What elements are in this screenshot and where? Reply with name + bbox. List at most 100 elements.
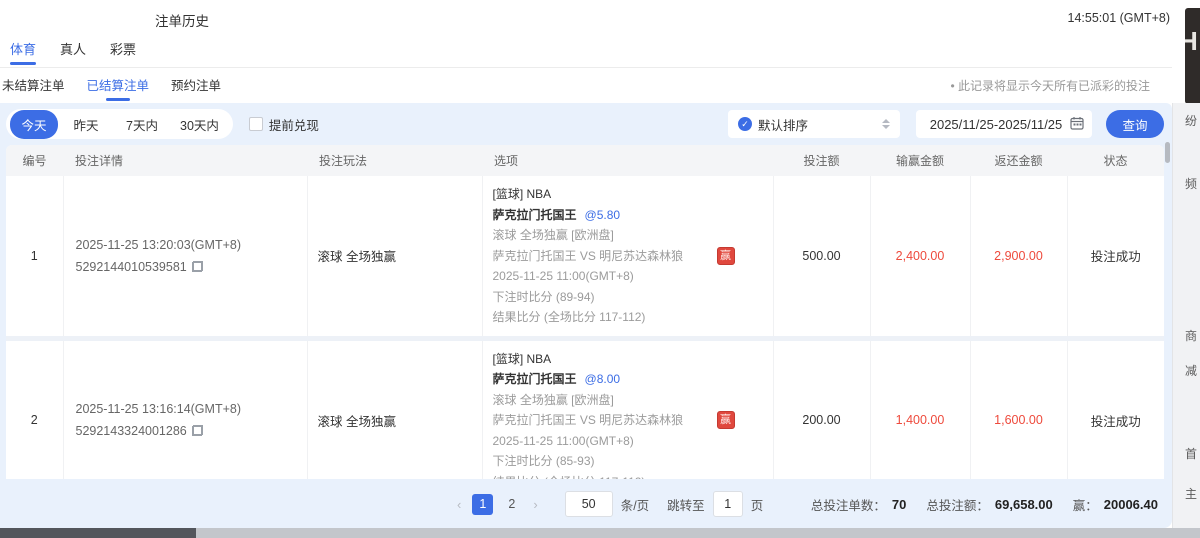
background-menu-text: 商	[1185, 329, 1198, 343]
background-page-strip: H 纷 频 商 减 首 主	[1172, 0, 1200, 538]
sort-select[interactable]: ✓ 默认排序	[728, 110, 900, 138]
col-header-option: 选项	[482, 145, 773, 176]
background-menu-text: 首	[1185, 447, 1198, 461]
table-row: 2 2025-11-25 13:16:14(GMT+8) 52921433240…	[6, 340, 1164, 479]
league-line: [篮球] NBA	[492, 351, 552, 366]
early-cashout-checkbox[interactable]	[248, 117, 263, 131]
vertical-scrollbar-thumb[interactable]	[1165, 142, 1170, 163]
total-win-label: 赢：	[1072, 498, 1098, 513]
filter-yesterday-button[interactable]: 昨天	[73, 118, 99, 133]
filter-30days-button[interactable]: 30天内	[180, 118, 219, 133]
date-range-value: 2025/11/25-2025/11/25	[929, 116, 1063, 132]
early-cashout-checkbox-wrap[interactable]: 提前兑现	[248, 115, 319, 134]
status-text: 投注成功	[1090, 414, 1141, 429]
tab-unsettled-orders[interactable]: 未结算注单	[2, 79, 65, 93]
final-score-line: 结果比分 (全场比分 117-112)	[492, 310, 646, 324]
page-unit-label: 页	[750, 498, 764, 513]
bet-time: 2025-11-25 13:16:14(GMT+8)	[75, 402, 242, 417]
tab-lottery[interactable]: 彩票	[110, 42, 137, 57]
background-menu-text: 纷	[1185, 114, 1198, 128]
date-quick-filters: 今天 昨天 7天内 30天内	[6, 109, 233, 139]
tab-live-casino[interactable]: 真人	[60, 42, 87, 57]
col-header-play: 投注玩法	[307, 145, 482, 176]
market-line: 滚球 全场独赢 [欧洲盘]	[492, 228, 614, 242]
jump-page-input[interactable]	[712, 491, 743, 517]
summary-totals: 总投注单数： 70 总投注额： 69,658.00 赢： 20006.40	[811, 495, 1172, 514]
league-line: [篮球] NBA	[492, 187, 552, 201]
page-header: 注单历史 14:55:01 (GMT+8)	[0, 0, 1200, 34]
filter-bar: 今天 昨天 7天内 30天内 提前兑现 ✓ 默认排序 2025/11/25-20…	[0, 103, 1172, 145]
copy-icon[interactable]	[191, 425, 203, 437]
next-page-button[interactable]: ›	[533, 496, 538, 512]
bet-detail-cell: 2025-11-25 13:20:03(GMT+8) 5292144010539…	[63, 176, 308, 336]
jump-to-label: 跳转至	[667, 498, 705, 513]
row-number: 1	[6, 176, 64, 336]
play-type-cell: 滚球 全场独赢	[307, 176, 483, 336]
early-cashout-label: 提前兑现	[268, 118, 319, 133]
return-amount: 1,600.00	[970, 340, 1068, 479]
bet-detail-cell: 2025-11-25 13:16:14(GMT+8) 5292143324001…	[63, 340, 308, 479]
category-tabs: 体育 真人 彩票	[0, 34, 1172, 68]
play-type-cell: 滚球 全场独赢	[307, 340, 483, 479]
per-page-label: 条/页	[620, 498, 650, 513]
order-id: 5292144010539581	[75, 259, 187, 274]
total-win-value: 20006.40	[1103, 496, 1158, 512]
match-time-line: 2025-11-25 11:00(GMT+8)	[492, 269, 634, 283]
background-menu-text: 减	[1185, 364, 1198, 378]
winloss-amount: 2,400.00	[870, 176, 971, 336]
server-time: 14:55:01 (GMT+8)	[1067, 11, 1170, 25]
option-cell: [篮球] NBA 萨克拉门托国王 @8.00 滚球 全场独赢 [欧洲盘] 萨克拉门…	[482, 340, 774, 479]
record-note: • 此记录将显示今天所有已派彩的投注	[950, 79, 1150, 93]
copy-icon[interactable]	[191, 260, 203, 272]
pager: ‹ 1 2 › 条/页 跳转至 页	[450, 491, 763, 517]
tab-settled-orders[interactable]: 已结算注单	[85, 67, 152, 102]
page-title: 注单历史	[155, 14, 209, 29]
horizontal-scrollbar[interactable]	[0, 528, 1200, 538]
tab-reserved-orders[interactable]: 预约注单	[171, 79, 222, 93]
col-header-no: 编号	[6, 145, 63, 176]
odds-value: @5.80	[584, 207, 621, 222]
filter-7days-button[interactable]: 7天内	[126, 118, 158, 133]
table-row: 1 2025-11-25 13:20:03(GMT+8) 52921440105…	[6, 176, 1164, 336]
pagination-bar: ‹ 1 2 › 条/页 跳转至 页 总投注单数： 70 总投注额： 69,658…	[0, 480, 1172, 528]
date-range-input[interactable]: 2025/11/25-2025/11/25	[916, 110, 1092, 138]
score-at-bet-line: 下注时比分 (85-93)	[492, 454, 595, 468]
background-banner-image: H	[1185, 8, 1200, 104]
col-header-winloss: 输赢金额	[870, 145, 970, 176]
status-text: 投注成功	[1090, 250, 1141, 265]
bet-amount: 200.00	[773, 340, 871, 479]
background-menu-text: 频	[1185, 177, 1198, 191]
calendar-icon	[1070, 116, 1084, 133]
col-header-return: 返还金额	[970, 145, 1067, 176]
page-1-button[interactable]: 1	[472, 493, 494, 515]
search-button[interactable]: 查询	[1106, 110, 1164, 138]
page-size-input[interactable]	[564, 491, 613, 517]
option-cell: [篮球] NBA 萨克拉门托国王 @5.80 滚球 全场独赢 [欧洲盘] 萨克拉门…	[482, 176, 774, 336]
selected-team: 萨克拉门托国王	[492, 372, 577, 386]
prev-page-button[interactable]: ‹	[457, 496, 462, 512]
tab-sports[interactable]: 体育	[8, 33, 38, 67]
bet-table: 编号 投注详情 投注玩法 选项 投注额 输赢金额 返还金额 状态 1 2025-…	[6, 145, 1164, 479]
order-status-tabs: 未结算注单 已结算注单 预约注单 • 此记录将显示今天所有已派彩的投注	[0, 68, 1172, 101]
content-panel: 今天 昨天 7天内 30天内 提前兑现 ✓ 默认排序 2025/11/25-20…	[0, 103, 1172, 528]
check-circle-icon: ✓	[738, 117, 752, 131]
match-line: 萨克拉门托国王 VS 明尼苏达森林狼	[492, 413, 684, 427]
total-count-value: 70	[891, 496, 907, 512]
bet-time: 2025-11-25 13:20:03(GMT+8)	[75, 237, 242, 252]
sort-caret-icon	[882, 119, 890, 129]
total-amount-value: 69,658.00	[994, 496, 1053, 512]
col-header-status: 状态	[1067, 145, 1164, 176]
sort-selected-value: 默认排序	[758, 118, 809, 133]
horizontal-scrollbar-thumb[interactable]	[0, 528, 196, 538]
col-header-amount: 投注额	[773, 145, 870, 176]
filter-today-button[interactable]: 今天	[10, 109, 58, 139]
selected-team: 萨克拉门托国王	[492, 207, 577, 222]
winloss-amount: 1,400.00	[870, 340, 971, 479]
score-at-bet-line: 下注时比分 (89-94)	[492, 289, 595, 304]
order-id: 5292143324001286	[75, 424, 187, 439]
odds-value: @8.00	[584, 372, 621, 386]
table-header-row: 编号 投注详情 投注玩法 选项 投注额 输赢金额 返还金额 状态	[6, 145, 1164, 176]
win-badge: 赢	[716, 246, 735, 265]
page-2-button[interactable]: 2	[508, 496, 516, 511]
